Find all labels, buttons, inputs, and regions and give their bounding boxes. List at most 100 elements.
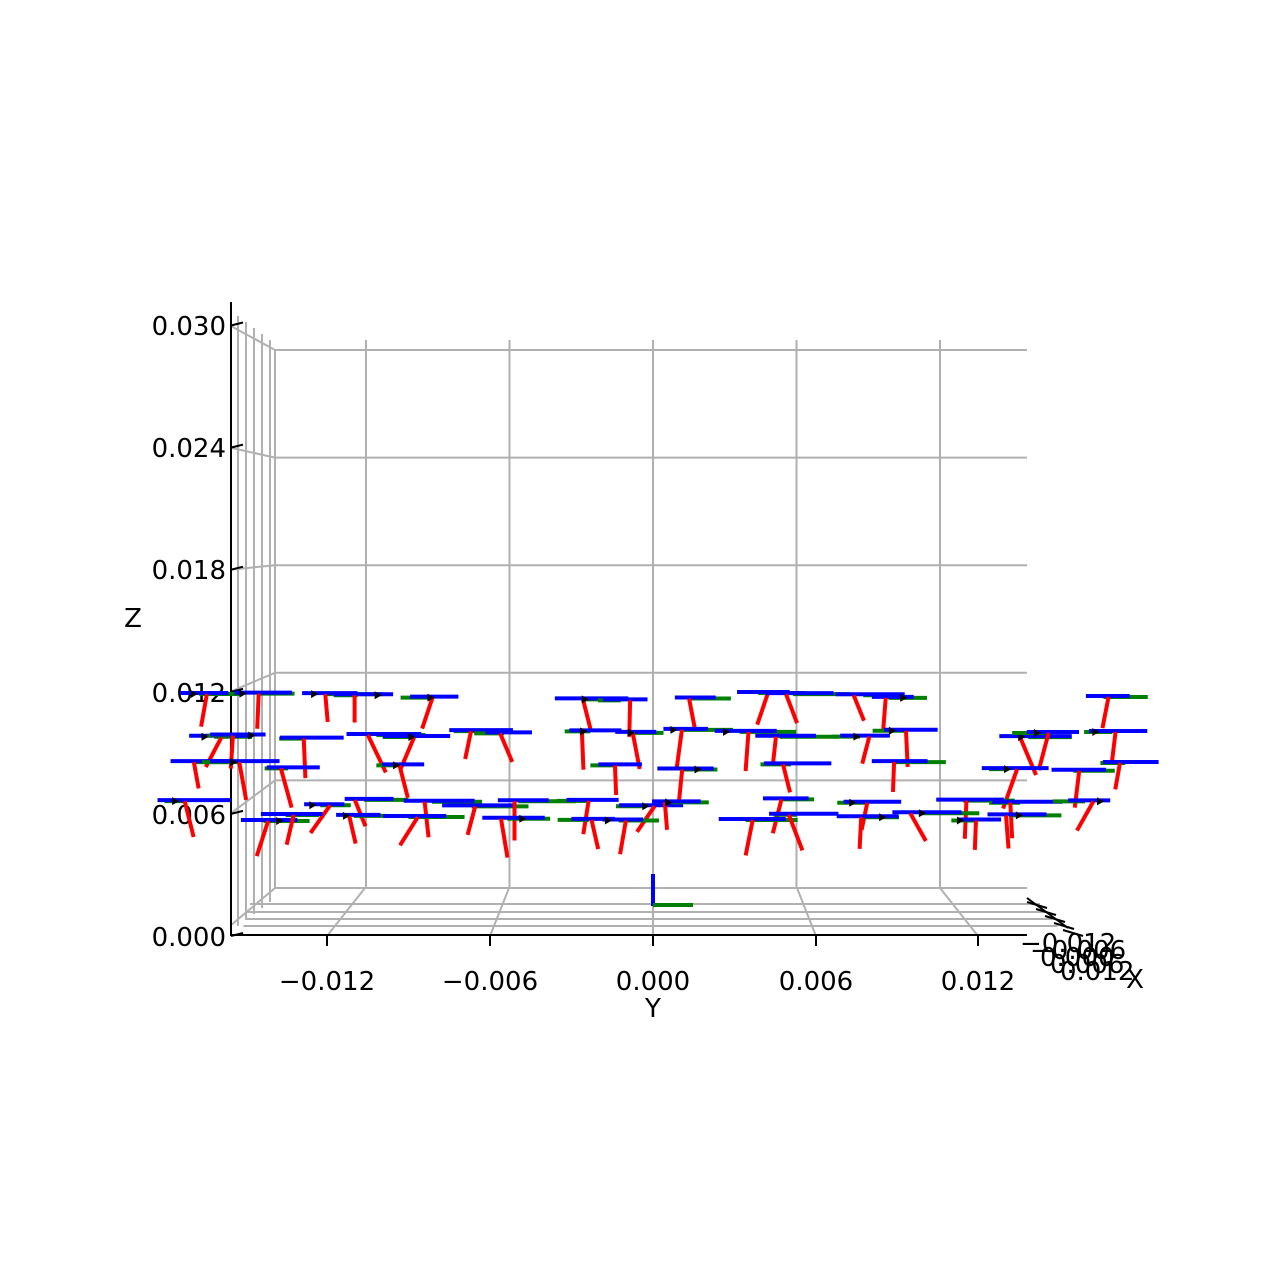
- coordinate-frame: [442, 803, 529, 836]
- frame-x-arrow: [770, 736, 778, 767]
- velocity-arrow: [604, 816, 612, 825]
- frame-x-arrow: [398, 815, 420, 847]
- frame-x-arrow: [498, 732, 515, 763]
- x-tick-mark: [1026, 901, 1048, 909]
- frame-x-arrow: [743, 819, 755, 856]
- frame-x-arrow: [908, 812, 928, 842]
- frame-x-arrow: [581, 698, 593, 732]
- coordinate-frame: [989, 799, 1063, 839]
- frame-x-arrow: [1075, 800, 1096, 832]
- velocity-arrow: [1015, 811, 1023, 820]
- coordinate-frame: [240, 816, 310, 857]
- z-tick-label: 0.000: [152, 923, 226, 953]
- frame-x-arrow: [674, 729, 684, 768]
- z-tick-label: 0.030: [152, 312, 226, 342]
- coordinate-frame: [951, 816, 1002, 850]
- coordinate-frame: [1052, 797, 1111, 832]
- frame-x-arrow: [347, 815, 358, 845]
- frame-x-arrow: [323, 693, 330, 723]
- velocity-arrow: [276, 816, 284, 825]
- velocity-arrow: [309, 801, 317, 810]
- frame-x-arrow: [860, 736, 872, 765]
- frame-x-arrow: [662, 802, 670, 830]
- axis-labels: Y Z X: [124, 604, 1144, 1024]
- velocity-arrow: [1033, 729, 1041, 738]
- velocity-arrow: [311, 690, 319, 699]
- frame-x-arrow: [463, 730, 473, 760]
- coordinate-frame: [615, 728, 664, 770]
- velocity-arrow: [393, 761, 401, 770]
- frame-x-arrow: [786, 814, 805, 852]
- x-tick-mark: [1044, 915, 1066, 923]
- velocity-arrow: [1092, 727, 1100, 736]
- coordinate-frame: [170, 759, 233, 789]
- coordinate-frame: [264, 765, 320, 809]
- frame-x-arrow: [784, 693, 799, 724]
- frame-x-arrow: [1008, 802, 1015, 839]
- velocity-arrow: [723, 727, 731, 736]
- coordinate-frame: [836, 813, 900, 849]
- z-tick-label: 0.018: [152, 556, 226, 586]
- grid-layer: [229, 316, 1058, 937]
- coordinate-frame: [474, 730, 532, 763]
- velocity-arrow: [427, 693, 435, 702]
- frame-x-arrow: [881, 697, 888, 731]
- frame-x-arrow: [687, 698, 697, 730]
- velocity-arrow: [172, 797, 180, 806]
- coordinate-frame: [1084, 727, 1148, 761]
- grid-line: [489, 887, 510, 937]
- frame-x-arrow: [589, 819, 601, 850]
- velocity-arrow: [694, 765, 702, 774]
- velocity-arrow: [239, 689, 247, 698]
- velocity-arrow: [342, 811, 350, 820]
- grid-line: [796, 887, 817, 937]
- grid-line: [229, 887, 276, 927]
- coordinate-frame: [718, 817, 798, 856]
- y-axis-label: Y: [644, 994, 661, 1024]
- frame-x-arrow: [1004, 815, 1011, 849]
- velocity-arrow: [642, 802, 650, 811]
- z-tick-mark: [230, 932, 244, 937]
- coordinate-frame: [714, 727, 797, 772]
- coordinate-frame: [482, 814, 551, 858]
- grid-line: [229, 779, 276, 815]
- frame-x-arrow: [612, 765, 619, 796]
- coordinate-frame: [674, 695, 731, 730]
- coordinate-frame: [234, 689, 295, 729]
- z-tick-mark: [230, 321, 244, 327]
- coordinate-frame: [652, 798, 709, 830]
- frame-x-arrow: [579, 731, 586, 770]
- coordinate-frame: [590, 762, 642, 796]
- frame-x-arrow: [182, 800, 196, 838]
- x-tick-label: 0.006: [1050, 950, 1124, 980]
- velocity-arrow: [190, 690, 198, 699]
- grid-line: [229, 446, 276, 459]
- frame-x-arrow: [255, 693, 261, 729]
- coordinate-frame: [403, 798, 483, 838]
- frame-x-arrow: [465, 805, 478, 836]
- coordinate-frame: [602, 816, 659, 855]
- coordinate-frame: [831, 732, 890, 765]
- velocity-arrow: [581, 695, 589, 704]
- z-tick-label: 0.024: [152, 434, 226, 464]
- y-tick-label: −0.012: [279, 967, 375, 997]
- frame-x-arrow: [301, 738, 308, 779]
- velocity-arrow: [519, 814, 527, 823]
- grid-line: [229, 324, 276, 351]
- frame-x-arrow: [278, 767, 294, 809]
- frame-x-arrow: [890, 762, 897, 792]
- frame-x-arrow: [199, 693, 209, 728]
- frame-x-arrow: [308, 804, 332, 835]
- velocity-arrow: [230, 758, 238, 767]
- frame-x-arrow: [1100, 696, 1111, 729]
- coordinate-frame: [765, 691, 850, 724]
- y-tick-label: 0.006: [779, 967, 853, 997]
- coordinate-frame: [1085, 693, 1148, 729]
- axis-frame-lines: [230, 302, 1084, 946]
- velocity-arrow: [879, 813, 887, 822]
- coordinate-frame: [333, 691, 394, 723]
- coordinate-frame: [1100, 760, 1159, 790]
- velocity-arrow: [1003, 765, 1011, 774]
- grid-line: [229, 671, 276, 693]
- frame-x-arrow: [191, 761, 201, 789]
